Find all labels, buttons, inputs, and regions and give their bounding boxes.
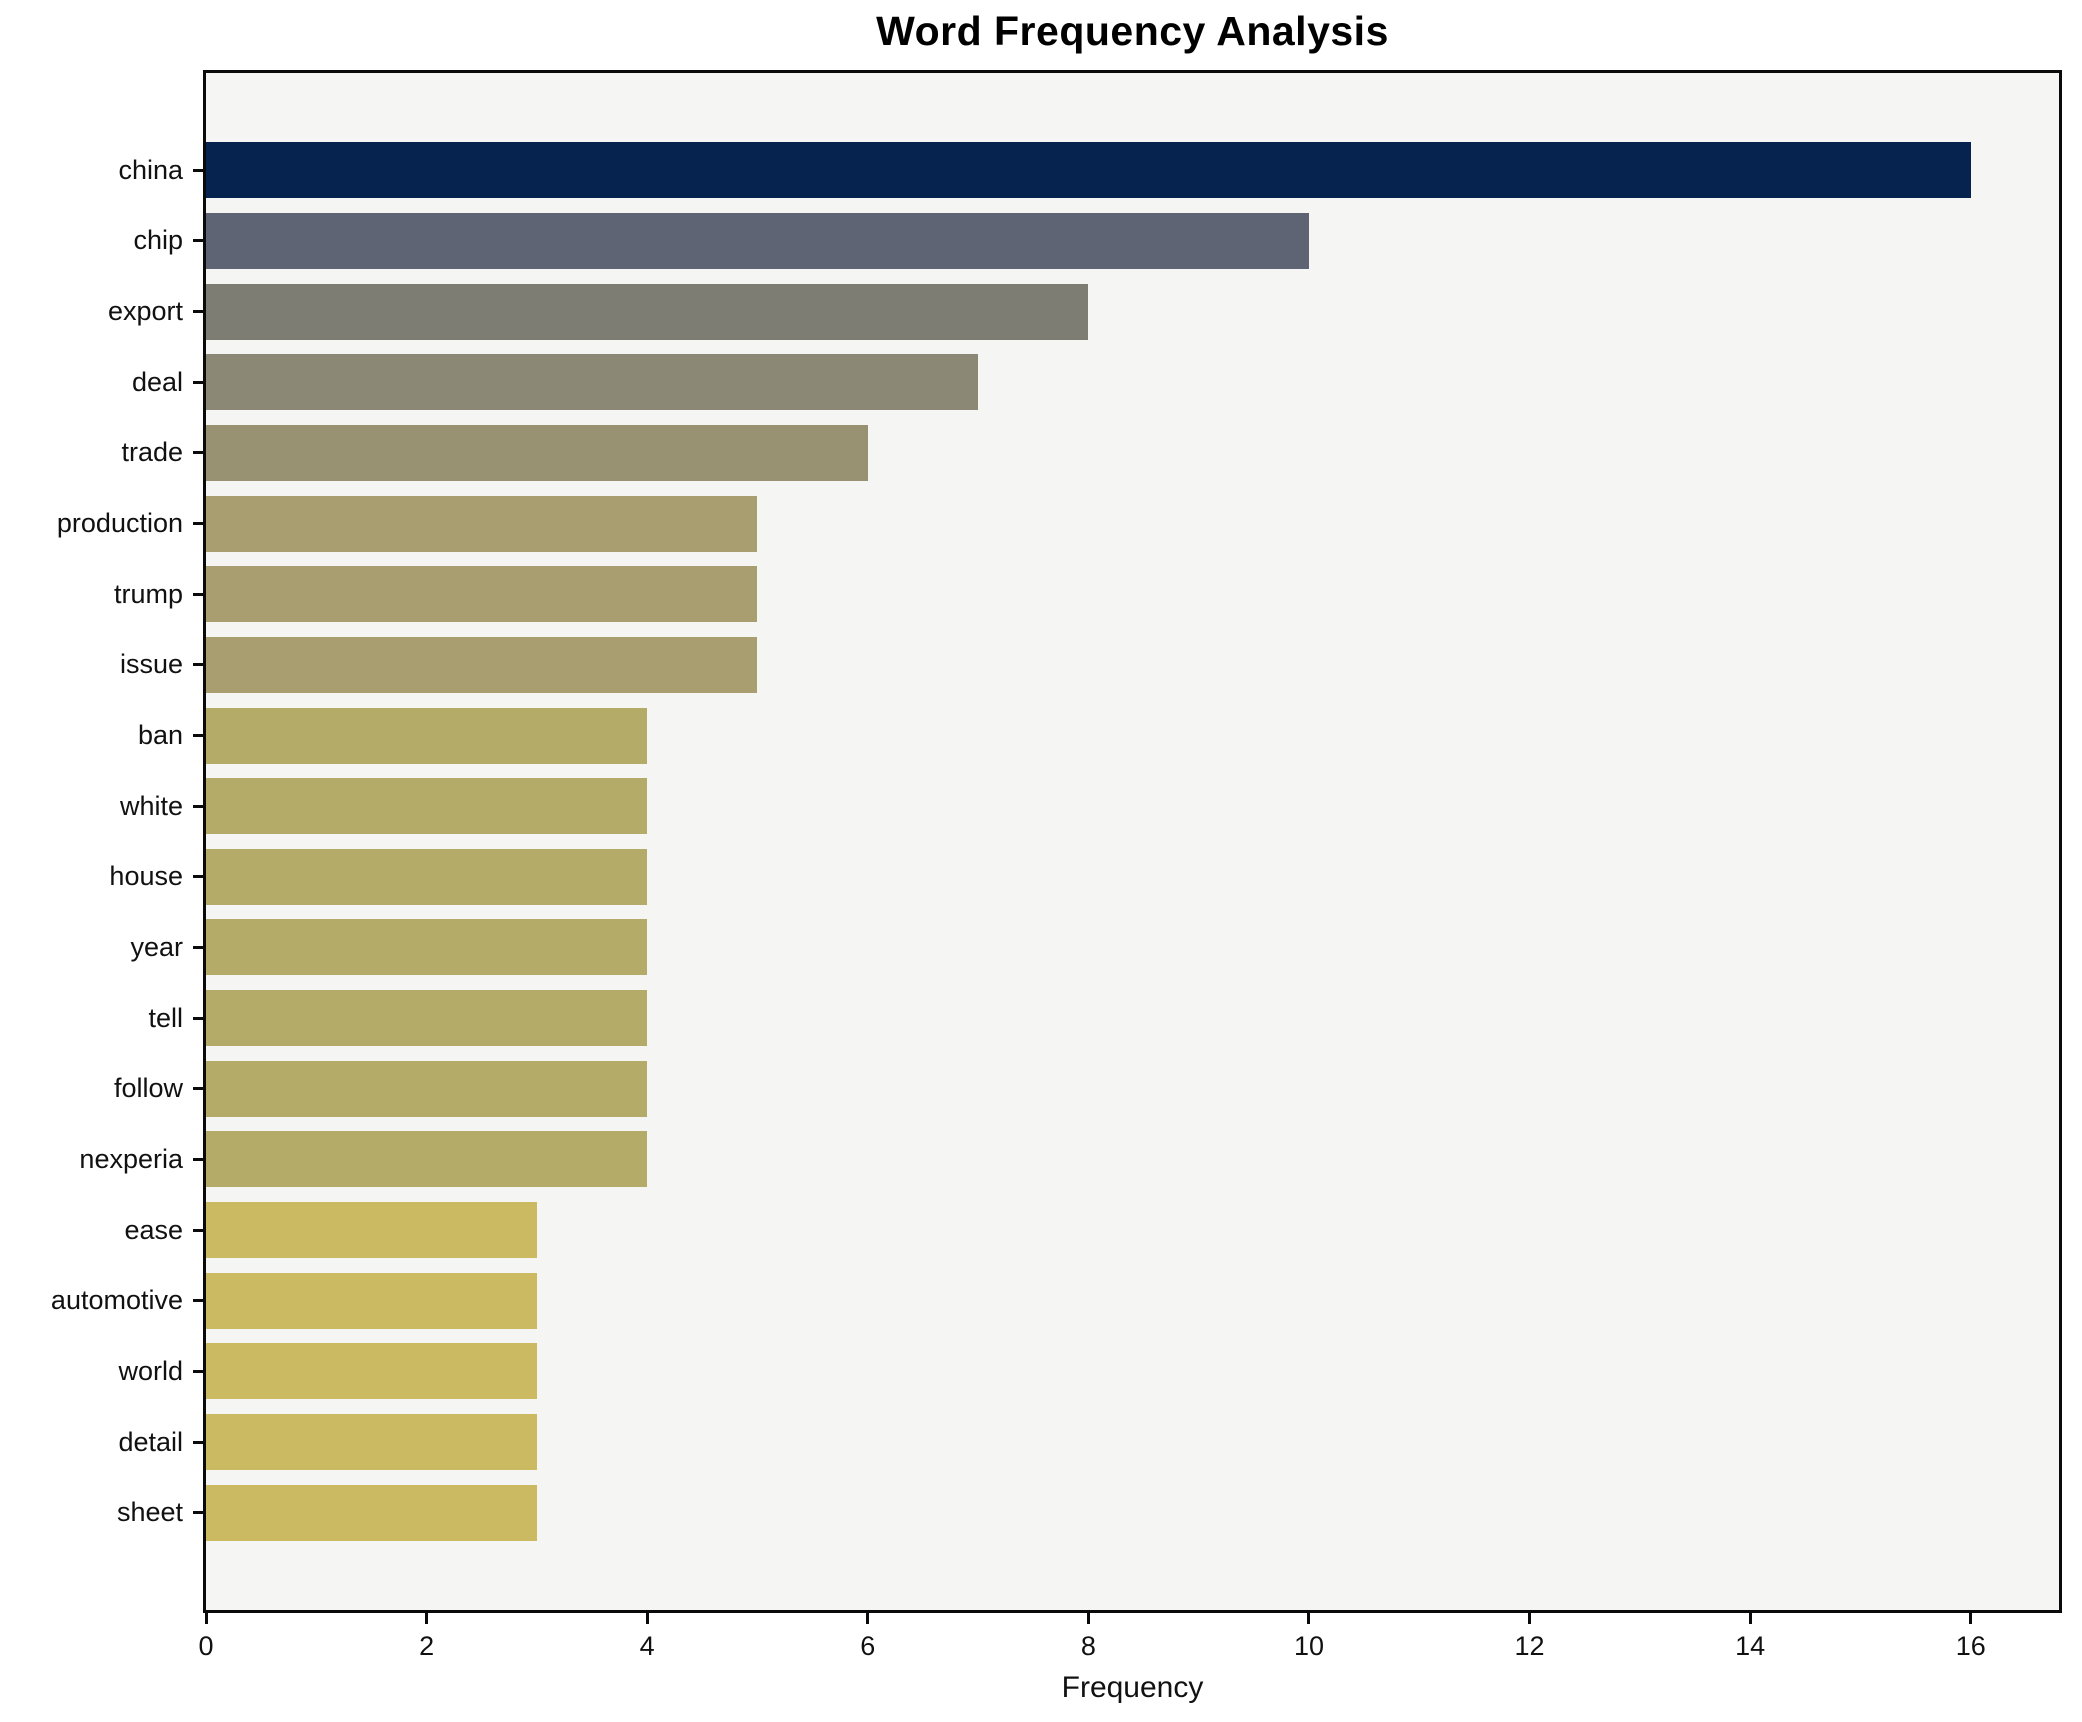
y-tick-mark [193, 239, 203, 243]
x-axis-label: Frequency [1061, 1671, 1204, 1704]
x-tick-label-6: 6 [860, 1631, 876, 1661]
y-tick-label-automotive: automotive [50, 1285, 183, 1316]
y-tick-mark [193, 592, 203, 596]
bar-china [206, 142, 1971, 199]
y-tick-mark [193, 875, 203, 879]
x-tick-label-2: 2 [419, 1631, 435, 1661]
chart-title: Word Frequency Analysis [876, 8, 1389, 54]
x-tick-label-14: 14 [1735, 1631, 1766, 1661]
bar-automotive [206, 1272, 537, 1329]
y-tick-label-production: production [56, 508, 183, 539]
y-tick-mark [193, 168, 203, 172]
bar-nexperia [206, 1131, 648, 1188]
y-tick-label-trump: trump [113, 578, 183, 609]
bar-detail [206, 1414, 537, 1471]
bar-world [206, 1343, 537, 1400]
x-tick-mark [1748, 1613, 1752, 1624]
y-tick-mark [193, 804, 203, 808]
y-tick-label-follow: follow [113, 1073, 183, 1104]
bar-tell [206, 990, 648, 1047]
y-tick-label-world: world [118, 1355, 183, 1386]
y-tick-mark [193, 1299, 203, 1303]
y-tick-mark [193, 734, 203, 738]
y-tick-label-export: export [107, 296, 183, 327]
y-tick-mark [193, 380, 203, 384]
bar-follow [206, 1060, 648, 1117]
y-tick-mark [193, 1369, 203, 1373]
y-tick-label-sheet: sheet [116, 1497, 183, 1528]
y-tick-label-ease: ease [124, 1214, 183, 1245]
x-tick-mark [645, 1613, 649, 1624]
y-tick-label-trade: trade [121, 437, 183, 468]
y-tick-label-ban: ban [137, 720, 183, 751]
x-tick-mark [1528, 1613, 1532, 1624]
x-tick-mark [1086, 1613, 1090, 1624]
x-tick-mark [1307, 1613, 1311, 1624]
x-tick-mark [1969, 1613, 1973, 1624]
x-tick-mark [425, 1613, 429, 1624]
y-tick-mark [193, 1511, 203, 1515]
bar-sheet [206, 1484, 537, 1541]
bar-trump [206, 566, 758, 623]
y-tick-mark [193, 1087, 203, 1091]
bar-export [206, 283, 1089, 340]
y-tick-mark [193, 1440, 203, 1444]
bar-white [206, 778, 648, 835]
y-tick-label-white: white [119, 790, 183, 821]
y-tick-label-year: year [130, 931, 183, 962]
y-tick-mark [193, 1016, 203, 1020]
bar-issue [206, 636, 758, 693]
bar-deal [206, 354, 979, 411]
bar-ban [206, 707, 648, 764]
y-tick-mark [193, 310, 203, 314]
y-tick-label-house: house [109, 861, 183, 892]
bar-house [206, 848, 648, 905]
bar-chip [206, 212, 1309, 269]
y-tick-label-chip: chip [133, 225, 183, 256]
y-tick-mark [193, 451, 203, 455]
y-tick-mark [193, 945, 203, 949]
x-tick-label-16: 16 [1955, 1631, 1986, 1661]
y-tick-label-issue: issue [119, 649, 183, 680]
bar-year [206, 919, 648, 976]
bar-production [206, 495, 758, 552]
y-tick-label-nexperia: nexperia [79, 1143, 183, 1174]
x-tick-label-0: 0 [198, 1631, 214, 1661]
y-tick-mark [193, 1228, 203, 1232]
x-tick-label-4: 4 [639, 1631, 655, 1661]
x-tick-mark [866, 1613, 870, 1624]
y-tick-label-deal: deal [131, 366, 183, 397]
y-tick-label-detail: detail [118, 1426, 183, 1457]
y-tick-label-china: china [118, 154, 183, 185]
x-tick-mark [204, 1613, 208, 1624]
bar-ease [206, 1202, 537, 1259]
y-tick-label-tell: tell [148, 1002, 183, 1033]
bar-trade [206, 424, 868, 481]
x-tick-label-12: 12 [1514, 1631, 1545, 1661]
y-tick-mark [193, 522, 203, 526]
y-tick-mark [193, 663, 203, 667]
plot-area [203, 70, 2062, 1613]
y-tick-mark [193, 1157, 203, 1161]
x-tick-label-8: 8 [1080, 1631, 1096, 1661]
x-tick-label-10: 10 [1293, 1631, 1324, 1661]
